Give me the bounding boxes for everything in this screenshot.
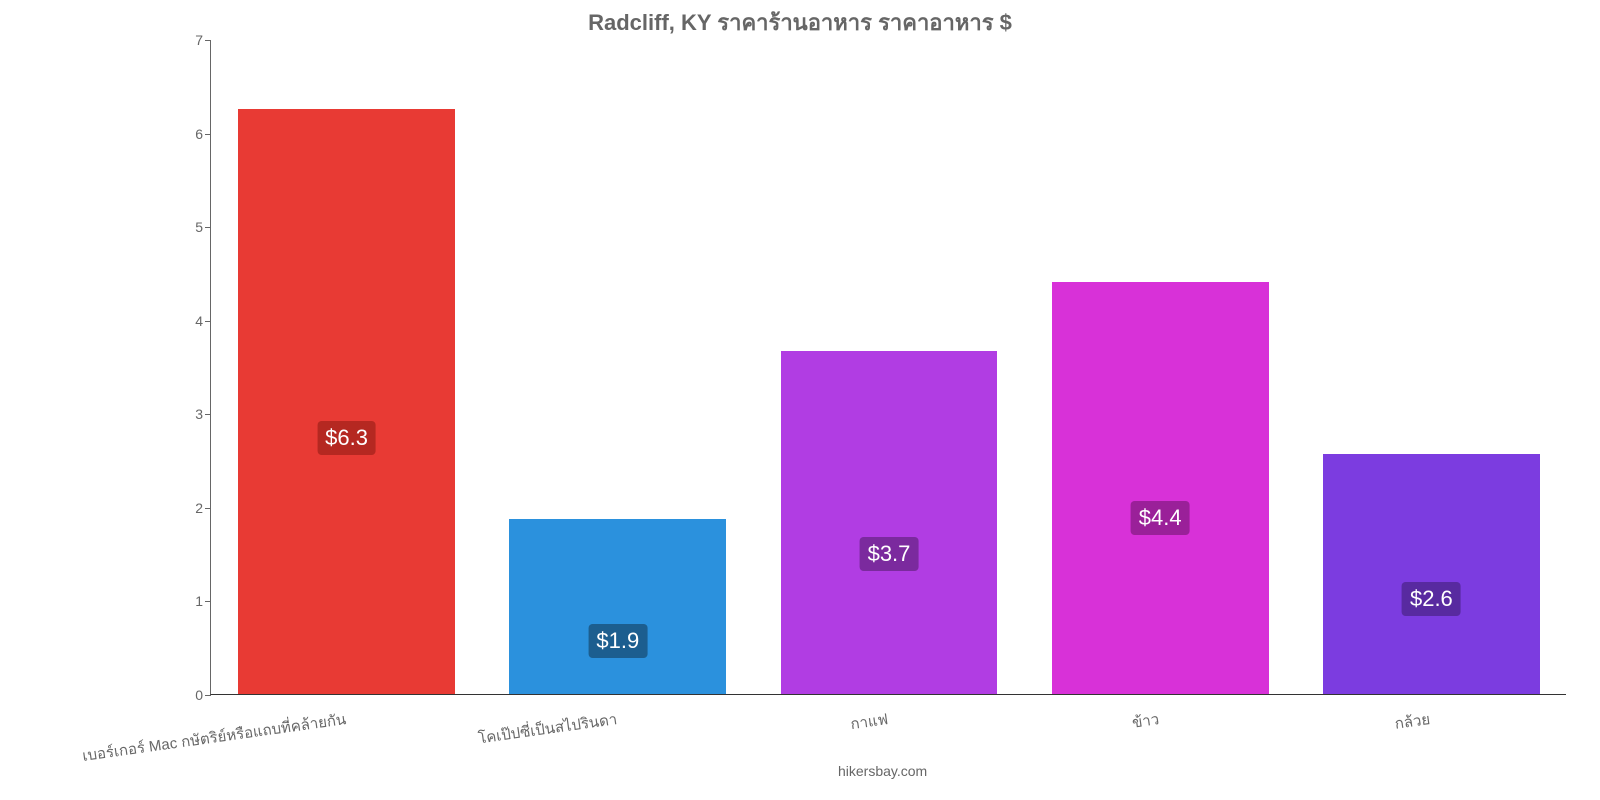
y-tick-mark (205, 601, 211, 602)
y-tick-mark (205, 227, 211, 228)
y-tick-mark (205, 508, 211, 509)
bar-chart: Radcliff, KY ราคาร้านอาหาร ราคาอาหาร $ 0… (0, 0, 1600, 800)
x-axis-label: กล้วย (1394, 707, 1432, 736)
bar (509, 519, 726, 694)
value-badge: $3.7 (860, 537, 919, 571)
x-axis-label: เบอร์เกอร์ Mac กษัตริย์หรือแถบที่คล้ายกั… (80, 707, 347, 768)
chart-title: Radcliff, KY ราคาร้านอาหาร ราคาอาหาร $ (0, 5, 1600, 40)
value-badge: $6.3 (317, 421, 376, 455)
value-badge: $1.9 (588, 624, 647, 658)
x-axis-label: กาแฟ (849, 707, 890, 736)
bar (238, 109, 455, 694)
attribution-text: hikersbay.com (838, 763, 927, 779)
y-tick-mark (205, 414, 211, 415)
bar (1323, 454, 1540, 694)
value-badge: $4.4 (1131, 501, 1190, 535)
y-tick-mark (205, 134, 211, 135)
y-tick-mark (205, 695, 211, 696)
y-tick-mark (205, 321, 211, 322)
y-tick-mark (205, 40, 211, 41)
value-badge: $2.6 (1402, 582, 1461, 616)
x-axis-label: โคเป๊ปซี่เป็นสไปรินดา (476, 707, 618, 750)
x-axis-label: ข้าว (1131, 707, 1161, 735)
bar (1052, 282, 1269, 694)
plot-area: 01234567$6.3$1.9$3.7$4.4$2.6 (210, 40, 1566, 695)
bar (781, 351, 998, 694)
